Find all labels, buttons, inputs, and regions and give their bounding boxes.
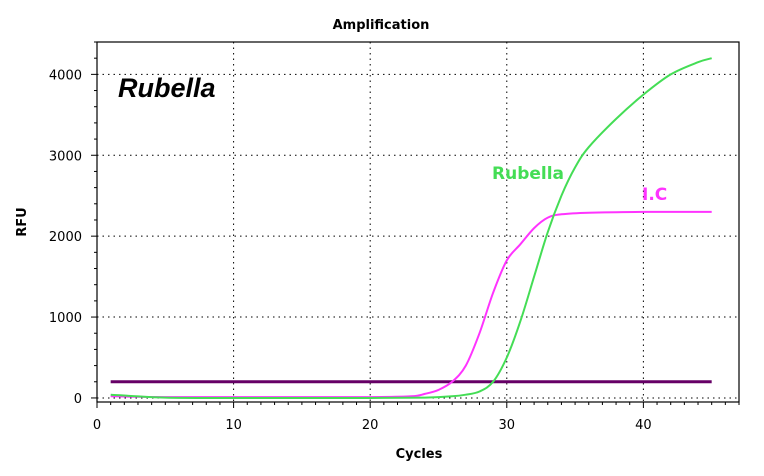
x-tick-label: 40	[635, 418, 652, 433]
x-tick-label: 20	[362, 418, 379, 433]
y-tick-label: 2000	[49, 230, 82, 245]
y-axis: 0 1000 2000 3000 4000	[49, 41, 97, 407]
x-tick-label: 30	[499, 418, 516, 433]
y-tick-label: 4000	[49, 68, 82, 83]
series	[110, 57, 712, 400]
x-axis-title: Cycles	[396, 447, 443, 462]
y-tick-label: 0	[74, 392, 82, 407]
chart-title: Amplification	[333, 18, 430, 33]
x-tick-label: 10	[225, 418, 242, 433]
series-line-ic	[110, 210, 712, 399]
y-axis-title: RFU	[15, 207, 30, 236]
x-axis: 0 10 20 30 40	[93, 402, 740, 433]
series-label-rubella: Rubella	[492, 164, 564, 184]
series-line-rubella	[110, 57, 712, 400]
series-label-ic: I.C	[642, 185, 667, 205]
inset-title: Rubella	[118, 73, 216, 103]
plot-frame	[96, 41, 740, 403]
y-tick-label: 1000	[49, 311, 82, 326]
y-tick-label: 3000	[49, 149, 82, 164]
x-tick-label: 0	[93, 418, 101, 433]
